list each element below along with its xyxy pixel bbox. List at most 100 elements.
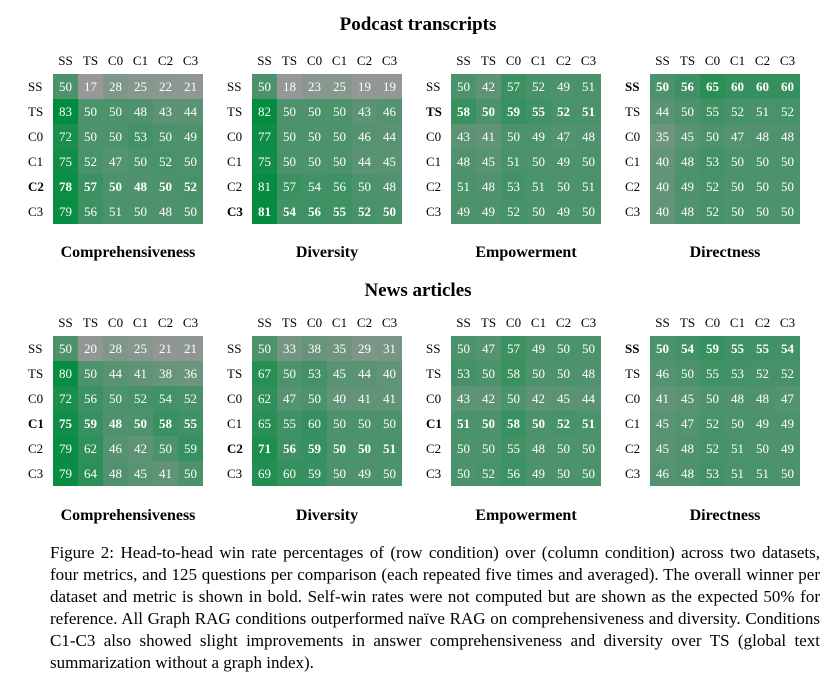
heatmap-cell: 50 [103, 124, 128, 149]
heatmap-cell: 50 [377, 411, 402, 436]
row-header: SS [426, 79, 441, 94]
column-header: C0 [704, 53, 721, 68]
row-header: TS [227, 366, 243, 381]
heatmap-cell: 46 [650, 461, 675, 486]
heatmap-cell: 45 [551, 386, 576, 411]
heatmap-cell: 49 [551, 74, 576, 99]
column-header: C1 [729, 315, 746, 330]
figure-caption: Figure 2: Head-to-head win rate percenta… [50, 542, 820, 674]
row-header: C2 [227, 441, 243, 456]
heatmap-cell: 52 [476, 461, 501, 486]
heatmap-cell: 44 [103, 361, 128, 386]
heatmap-cell: 50 [302, 149, 327, 174]
heatmap-cell: 42 [128, 436, 153, 461]
heatmap-panel: SS TS C0 C1 C2 C3 SS 50 56 65 60 60 60 TS 44 50 55 52 51 52… [625, 52, 805, 224]
heatmap-cell: 52 [775, 99, 800, 124]
row-header: C1 [28, 154, 44, 169]
heatmap-cell: 81 [252, 199, 277, 224]
row-header: TS [625, 366, 641, 381]
heatmap-cell: 50 [775, 149, 800, 174]
column-header: C2 [356, 315, 373, 330]
heatmap-cell: 51 [750, 99, 775, 124]
row-header: C1 [227, 154, 243, 169]
heatmap-cell: 46 [103, 436, 128, 461]
heatmap-cell: 50 [725, 174, 750, 199]
heatmap-cell: 43 [451, 124, 476, 149]
heatmap-cell: 50 [451, 336, 476, 361]
heatmap-cell: 54 [675, 336, 700, 361]
heatmap-cell: 50 [526, 361, 551, 386]
heatmap-cell: 44 [576, 386, 601, 411]
heatmap-cell: 50 [775, 199, 800, 224]
heatmap-cell: 59 [700, 336, 725, 361]
heatmap-cell: 45 [327, 361, 352, 386]
column-header: C1 [530, 53, 547, 68]
heatmap-cell: 51 [576, 99, 601, 124]
column-header: C1 [132, 53, 149, 68]
heatmap-cell: 52 [78, 149, 103, 174]
heatmap-cell: 28 [103, 336, 128, 361]
heatmap-cell: 52 [178, 386, 203, 411]
heatmap-cell: 67 [252, 361, 277, 386]
heatmap-cell: 47 [675, 411, 700, 436]
heatmap-cell: 48 [103, 461, 128, 486]
heatmap-cell: 54 [277, 199, 302, 224]
heatmap-cell: 52 [526, 74, 551, 99]
row-header: C2 [28, 441, 44, 456]
heatmap-cell: 49 [750, 411, 775, 436]
heatmap-cell: 33 [277, 336, 302, 361]
heatmap-cell: 54 [775, 336, 800, 361]
heatmap-cell: 71 [252, 436, 277, 461]
heatmap-cell: 48 [675, 199, 700, 224]
heatmap-cell: 60 [277, 461, 302, 486]
heatmap-cell: 52 [551, 99, 576, 124]
heatmap-cell: 50 [476, 99, 501, 124]
heatmap-cell: 41 [128, 361, 153, 386]
column-header: SS [257, 53, 272, 68]
heatmap-cell: 75 [53, 149, 78, 174]
heatmap-cell: 50 [451, 74, 476, 99]
column-header: C3 [381, 53, 398, 68]
heatmap-cell: 50 [526, 199, 551, 224]
heatmap-cell: 55 [178, 411, 203, 436]
column-header: TS [679, 315, 696, 330]
heatmap-cell: 50 [327, 461, 352, 486]
column-header: TS [281, 53, 298, 68]
heatmap-cell: 72 [53, 386, 78, 411]
heatmap-cell: 23 [302, 74, 327, 99]
heatmap-cell: 48 [103, 411, 128, 436]
heatmap-cell: 50 [551, 361, 576, 386]
heatmap-cell: 50 [377, 199, 402, 224]
heatmap-cell: 59 [302, 461, 327, 486]
heatmap-cell: 47 [725, 124, 750, 149]
column-header: C1 [331, 315, 348, 330]
heatmap-cell: 50 [128, 411, 153, 436]
heatmap-cell: 41 [650, 386, 675, 411]
heatmap-cell: 50 [551, 436, 576, 461]
heatmap-cell: 46 [352, 124, 377, 149]
column-header: C3 [779, 315, 796, 330]
row-header: SS [426, 341, 441, 356]
heatmap-cell: 49 [476, 199, 501, 224]
row-header: C2 [28, 179, 44, 194]
heatmap-cell: 50 [526, 149, 551, 174]
heatmap-cell: 21 [153, 336, 178, 361]
heatmap-cell: 48 [476, 174, 501, 199]
heatmap-cell: 50 [476, 436, 501, 461]
column-header: C1 [132, 315, 149, 330]
heatmap-cell: 49 [775, 436, 800, 461]
heatmap-cell: 55 [725, 336, 750, 361]
row-header: C0 [426, 129, 442, 144]
heatmap-cell: 49 [551, 149, 576, 174]
column-header: C3 [381, 315, 398, 330]
heatmap-cell: 48 [675, 149, 700, 174]
heatmap-cell: 50 [725, 411, 750, 436]
heatmap-cell: 57 [501, 336, 526, 361]
heatmap-cell: 50 [576, 436, 601, 461]
heatmap-cell: 50 [551, 336, 576, 361]
heatmap-cell: 62 [252, 386, 277, 411]
heatmap-cell: 17 [78, 74, 103, 99]
column-header: TS [281, 315, 298, 330]
column-header: C0 [306, 315, 323, 330]
heatmap-cell: 80 [53, 361, 78, 386]
